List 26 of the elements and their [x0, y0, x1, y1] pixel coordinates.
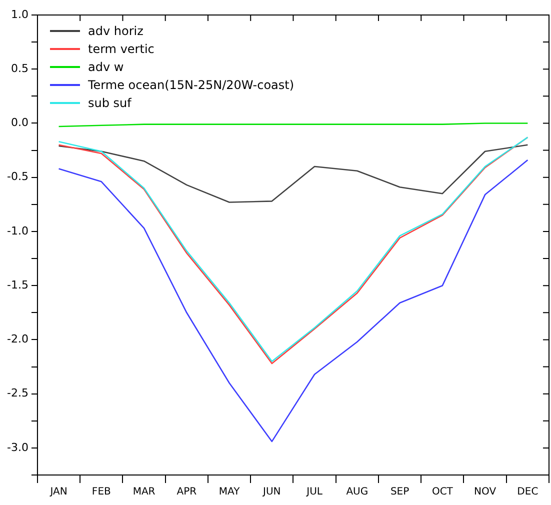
legend-label: adv w — [88, 59, 124, 76]
y-tick-label: 0.0 — [10, 116, 28, 130]
y-tick-label: -0.5 — [6, 170, 28, 184]
y-tick-label: -2.5 — [6, 386, 28, 400]
x-tick-label: FEB — [92, 486, 112, 498]
x-tick-label: DEC — [517, 486, 538, 498]
x-tick-label: JAN — [49, 486, 68, 498]
x-tick-label: JUL — [306, 486, 323, 498]
x-tick-label: MAY — [218, 486, 241, 498]
legend-label: Terme ocean(15N-25N/20W-coast) — [88, 77, 294, 94]
y-tick-label: -2.0 — [6, 332, 28, 346]
y-tick-label: -1.0 — [6, 224, 28, 238]
x-tick-label: APR — [176, 486, 197, 498]
x-tick-label: SEP — [390, 486, 410, 498]
legend-label: adv horiz — [88, 23, 144, 40]
x-tick-label: OCT — [432, 486, 454, 498]
legend-label: term vertic — [88, 41, 154, 58]
legend-label: sub suf — [88, 95, 132, 112]
x-tick-label: JUN — [262, 486, 281, 498]
y-tick-label: 1.0 — [10, 8, 28, 21]
x-tick-label: MAR — [132, 486, 156, 498]
x-tick-label: AUG — [346, 486, 368, 498]
x-tick-label: NOV — [474, 486, 496, 498]
y-tick-label: 0.5 — [10, 62, 28, 75]
y-tick-label: -1.5 — [6, 278, 28, 292]
y-tick-label: -3.0 — [6, 440, 28, 454]
